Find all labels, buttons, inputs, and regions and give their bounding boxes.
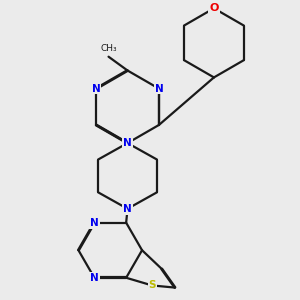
Text: S: S (148, 280, 156, 290)
Text: N: N (90, 218, 99, 228)
Text: N: N (154, 84, 163, 94)
Text: N: N (90, 273, 99, 283)
Text: O: O (209, 3, 219, 13)
Text: N: N (123, 204, 132, 214)
Text: N: N (92, 84, 100, 94)
Text: N: N (123, 138, 132, 148)
Text: CH₃: CH₃ (100, 44, 117, 52)
